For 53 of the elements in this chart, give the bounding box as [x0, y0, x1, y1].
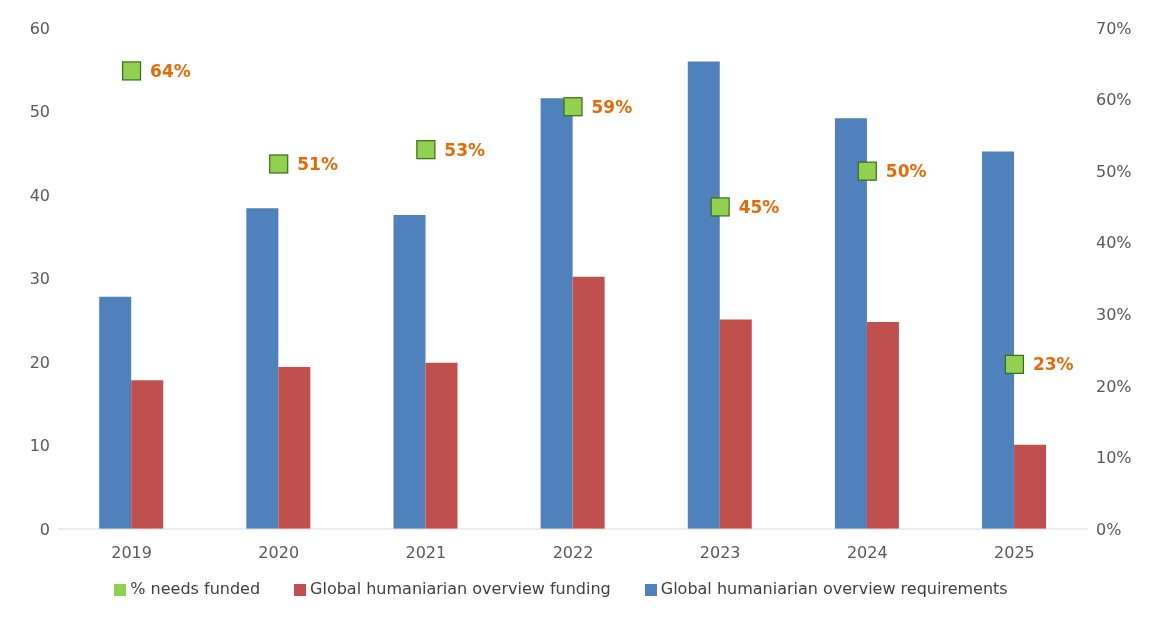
y-tick-label: 30 [29, 269, 50, 289]
bar [719, 319, 752, 529]
legend-label: Global humaniarian overview requirements [660, 579, 1008, 598]
bar [834, 118, 867, 529]
bar [540, 98, 573, 529]
bar [99, 296, 132, 529]
data-label: 64% [150, 60, 191, 81]
point [710, 197, 730, 217]
y-tick-label: 50 [29, 102, 50, 122]
y-tick-label: 60 [29, 18, 50, 38]
y-tick-label: 40 [29, 185, 50, 205]
point [416, 140, 436, 160]
y2-tick-label: 70% [1096, 18, 1132, 38]
point [857, 161, 877, 181]
data-label: 51% [297, 154, 338, 175]
y-tick-label: 20 [29, 352, 50, 372]
legend-label: Global humaniarian overview funding [310, 579, 611, 598]
bar [131, 380, 164, 529]
point [121, 61, 142, 81]
y-tick-label: 0 [39, 519, 50, 539]
y2-tick-label: 60% [1096, 90, 1132, 110]
x-tick-label: 2024 [846, 543, 888, 563]
point [563, 97, 583, 117]
legend-label: % needs funded [130, 579, 261, 598]
x-tick-label: 2025 [994, 543, 1035, 563]
point [1004, 354, 1025, 374]
data-label: 59% [591, 96, 633, 117]
data-label: 50% [885, 161, 927, 182]
bar [982, 151, 1015, 529]
bar [687, 61, 720, 529]
x-tick-label: 2020 [258, 543, 300, 563]
bar [278, 367, 311, 529]
bar [393, 215, 426, 529]
data-label: 23% [1032, 354, 1074, 375]
y2-tick-label: 50% [1096, 161, 1132, 181]
y2-tick-label: 10% [1096, 448, 1132, 468]
bar [866, 321, 899, 529]
x-tick-label: 2023 [699, 543, 741, 563]
x-tick-label: 2021 [405, 543, 447, 563]
data-label: 45% [738, 196, 780, 217]
x-tick-label: 2022 [552, 543, 594, 563]
y2-tick-label: 30% [1096, 304, 1132, 324]
data-label: 53% [444, 139, 486, 160]
y2-tick-label: 40% [1096, 233, 1132, 253]
y-tick-label: 10 [29, 436, 50, 456]
point [269, 154, 289, 174]
bar [1014, 444, 1047, 529]
y2-tick-label: 0% [1096, 519, 1122, 539]
x-tick-label: 2019 [111, 543, 152, 563]
bar [246, 208, 279, 529]
bar [425, 362, 458, 529]
bar [572, 276, 605, 529]
y2-tick-label: 20% [1096, 376, 1132, 396]
